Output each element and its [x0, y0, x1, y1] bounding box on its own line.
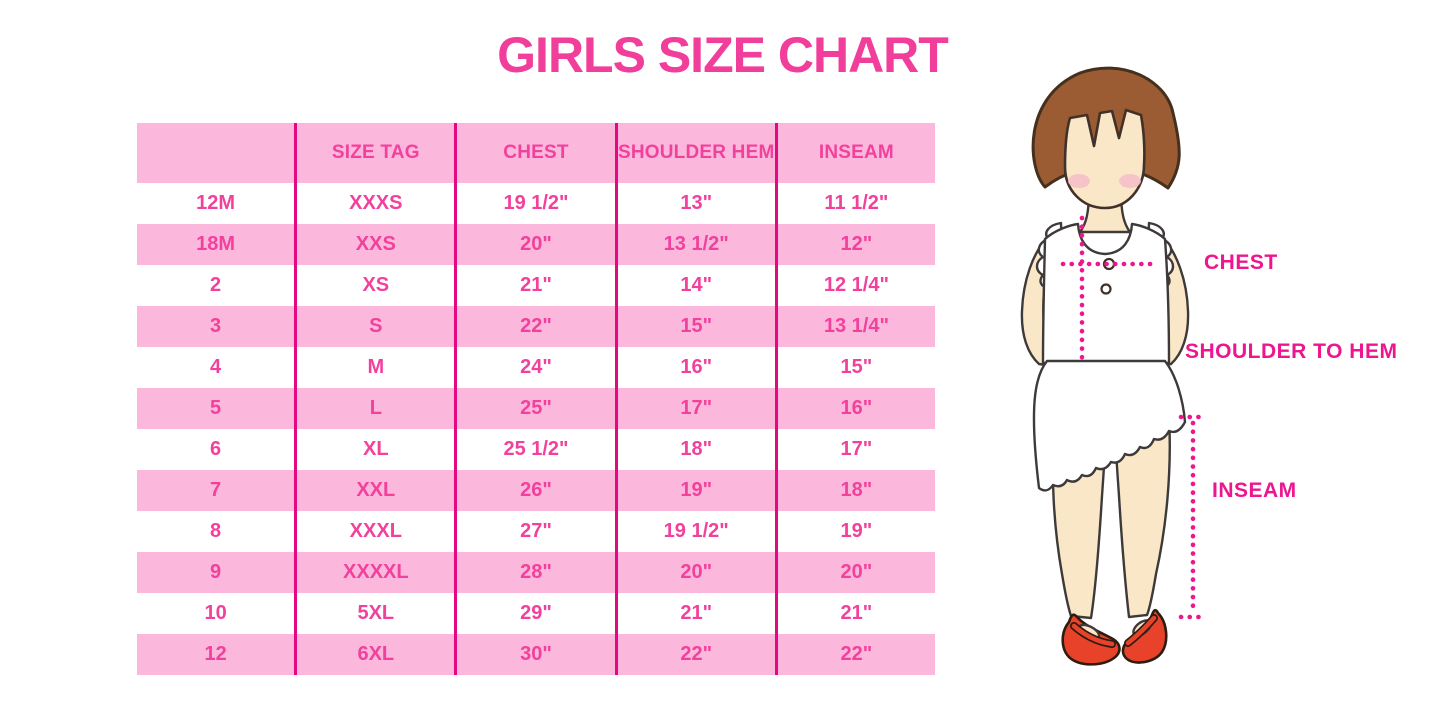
blush-right	[1119, 174, 1141, 188]
size-cell: M	[294, 347, 454, 388]
table-row: 12M XXXS 19 1/2" 13" 11 1/2"	[137, 183, 935, 224]
size-cell: 18"	[774, 470, 935, 511]
size-cell: 21"	[614, 593, 775, 634]
table-row: 7 XXL 26" 19" 18"	[137, 470, 935, 511]
table-row: 2 XS 21" 14" 12 1/4"	[137, 265, 935, 306]
size-cell: XL	[294, 429, 454, 470]
size-cell: 13 1/2"	[614, 224, 775, 265]
shoe-right	[1121, 608, 1168, 664]
size-cell: 12M	[196, 192, 236, 214]
shoulder-to-hem-label: SHOULDER TO HEM	[1185, 340, 1398, 363]
size-cell: 13 1/4"	[774, 306, 935, 347]
size-cell: 14"	[614, 265, 775, 306]
size-cell: 19"	[614, 470, 775, 511]
inseam-measure-line	[1178, 414, 1208, 620]
chest-label: CHEST	[1204, 251, 1278, 274]
table-row: 8 XXXL 27" 19 1/2" 19"	[137, 511, 935, 552]
size-cell: 25"	[454, 388, 614, 429]
table-header-row: SIZE TAG CHEST SHOULDER HEM INSEAM	[137, 123, 935, 183]
header-cell-shoulder-hem: SHOULDER HEM	[614, 123, 775, 183]
girls-size-table: SIZE TAG CHEST SHOULDER HEM INSEAM 12M XX…	[137, 123, 935, 675]
size-table-body: 12M XXXS 19 1/2" 13" 11 1/2" 18M XXS 20" 13 1/2"…	[137, 183, 935, 675]
page-title: GIRLS SIZE CHART	[497, 27, 949, 83]
size-cell: 9	[210, 561, 222, 583]
girl-leg-right	[1112, 413, 1171, 619]
blush-left	[1068, 174, 1090, 188]
size-cell: 12 1/4"	[774, 265, 935, 306]
table-row: 5 L 25" 17" 16"	[137, 388, 935, 429]
inseam-label: INSEAM	[1212, 479, 1297, 502]
blouse-button-bottom	[1100, 283, 1112, 295]
size-cell: XXXL	[294, 511, 454, 552]
size-cell: S	[294, 306, 454, 347]
size-cell: 21"	[454, 265, 614, 306]
size-cell: 20"	[774, 552, 935, 593]
size-cell: 20"	[454, 224, 614, 265]
size-cell: XXXXL	[294, 552, 454, 593]
size-cell: 22"	[774, 634, 935, 675]
header-cell-inseam: INSEAM	[774, 123, 935, 183]
size-cell: 15"	[774, 347, 935, 388]
size-cell: 16"	[614, 347, 775, 388]
size-cell: 29"	[454, 593, 614, 634]
size-cell: 10	[204, 602, 227, 624]
size-cell: 13"	[614, 183, 775, 224]
size-cell: 2	[210, 274, 222, 296]
size-cell: 19 1/2"	[614, 511, 775, 552]
table-row: 18M XXS 20" 13 1/2" 12"	[137, 224, 935, 265]
size-cell: 27"	[454, 511, 614, 552]
size-cell: 20"	[614, 552, 775, 593]
size-cell: XXXS	[294, 183, 454, 224]
size-cell: 19"	[774, 511, 935, 552]
size-cell: 7	[210, 479, 222, 501]
size-cell: XXS	[294, 224, 454, 265]
size-cell: 18"	[614, 429, 775, 470]
table-row: 6 XL 25 1/2" 18" 17"	[137, 429, 935, 470]
header-cell-size-tag: SIZE TAG	[294, 123, 454, 183]
shoe-left	[1061, 613, 1121, 666]
size-cell: 15"	[614, 306, 775, 347]
size-cell: XXL	[294, 470, 454, 511]
size-cell: 19 1/2"	[454, 183, 614, 224]
header-cell-blank	[137, 123, 294, 183]
size-cell: 8	[210, 520, 222, 542]
size-cell: 12"	[774, 224, 935, 265]
size-cell: L	[294, 388, 454, 429]
size-cell: 22"	[454, 306, 614, 347]
size-cell: 16"	[774, 388, 935, 429]
size-cell: 3	[210, 315, 222, 337]
size-cell: 17"	[774, 429, 935, 470]
size-cell: 24"	[454, 347, 614, 388]
size-cell: 4	[210, 356, 222, 378]
size-cell: 30"	[454, 634, 614, 675]
size-cell: XS	[294, 265, 454, 306]
size-cell: 25 1/2"	[454, 429, 614, 470]
size-cell: 21"	[774, 593, 935, 634]
girl-skirt	[1032, 359, 1187, 492]
size-cell: 26"	[454, 470, 614, 511]
size-cell: 6	[210, 438, 222, 460]
size-cell: 17"	[614, 388, 775, 429]
girl-illustration	[1020, 66, 1208, 666]
size-cell: 5	[210, 397, 222, 419]
size-cell: 18M	[196, 233, 236, 255]
table-row: 3 S 22" 15" 13 1/4"	[137, 306, 935, 347]
size-cell: 11 1/2"	[774, 183, 935, 224]
size-cell: 6XL	[294, 634, 454, 675]
table-row: 9 XXXXL 28" 20" 20"	[137, 552, 935, 593]
size-cell: 28"	[454, 552, 614, 593]
table-row: 4 M 24" 16" 15"	[137, 347, 935, 388]
size-cell: 5XL	[294, 593, 454, 634]
girl-face	[1063, 108, 1146, 210]
table-row: 10 5XL 29" 21" 21"	[137, 593, 935, 634]
size-cell: 12	[204, 643, 227, 665]
header-cell-chest: CHEST	[454, 123, 614, 183]
table-row: 12 6XL 30" 22" 22"	[137, 634, 935, 675]
size-cell: 22"	[614, 634, 775, 675]
